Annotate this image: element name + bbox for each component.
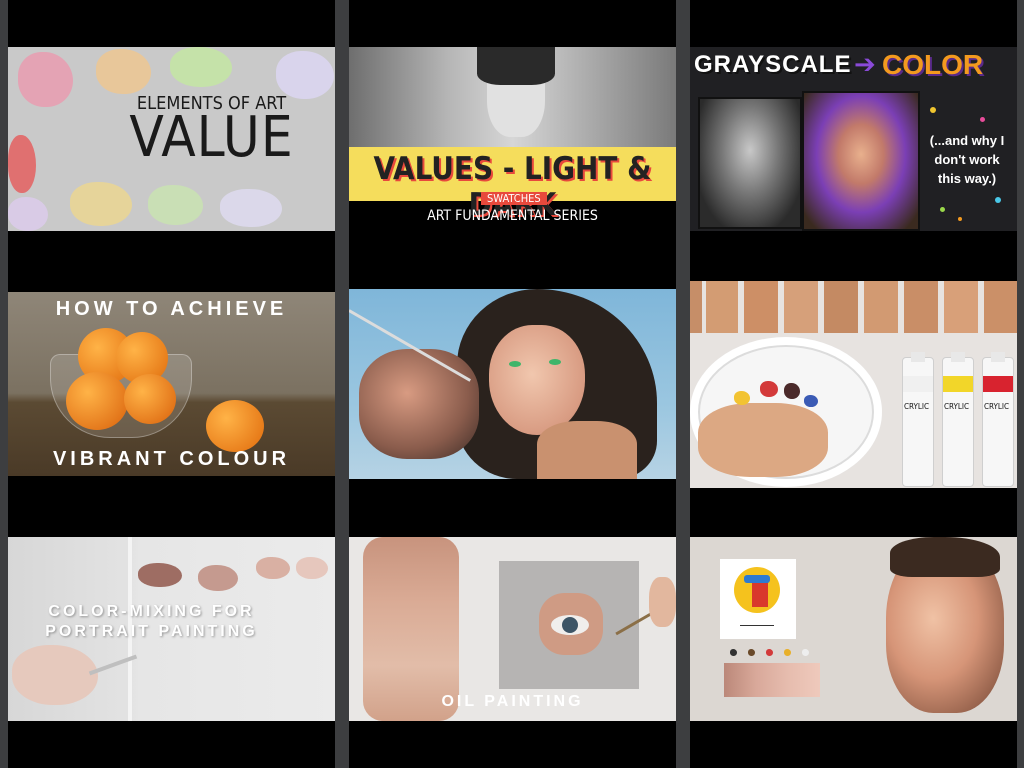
logo-figure <box>752 581 768 607</box>
mixed-swatches <box>724 663 820 697</box>
thumbnail-archer-illustration[interactable] <box>349 289 676 479</box>
hand <box>359 349 479 459</box>
thumbnail-portrait-man[interactable] <box>690 537 1017 721</box>
tube-band <box>983 376 1013 392</box>
paint-daub <box>8 135 36 193</box>
iris <box>562 617 578 633</box>
paint-swatch <box>138 563 182 587</box>
palette-edge <box>128 537 132 721</box>
paint-daub <box>96 49 151 94</box>
skin-swatch <box>904 281 938 333</box>
thumbnail-title-small: ELEMENTS OF ART <box>136 93 287 114</box>
skin-swatch <box>690 281 702 333</box>
thumbnail-color-mixing-portrait[interactable]: COLOR-MIXING FOR PORTRAIT PAINTING <box>8 537 335 721</box>
tube-cap <box>911 352 925 362</box>
confetti <box>940 207 945 212</box>
painted-hair <box>890 537 1000 577</box>
tube-band <box>903 376 933 392</box>
paint-daub <box>70 182 132 226</box>
logo-hat <box>744 575 770 583</box>
swatches-badge: SWATCHES <box>481 192 547 205</box>
color-portrait <box>802 91 920 231</box>
thumbnail-subtitle: ART FUNDAMENTAL SERIES <box>427 208 598 224</box>
tube-cap <box>951 352 965 362</box>
tube-label: CRYLIC <box>904 402 930 411</box>
thumbnail-title-top: HOW TO ACHIEVE <box>55 298 288 320</box>
signature-mark <box>740 621 774 626</box>
paint-strip <box>363 537 459 721</box>
paint-dab <box>766 649 773 656</box>
tube-band <box>943 376 973 392</box>
thumbnail-elements-of-art-value[interactable]: ELEMENTS OF ART VALUE <box>8 47 335 231</box>
thumbnail-title-color: COLOR <box>882 49 984 80</box>
thumbnail-title-grayscale: GRAYSCALE <box>694 51 852 78</box>
confetti <box>930 107 936 113</box>
thumbnail-title-line1: COLOR-MIXING FOR <box>48 603 255 620</box>
paint-dab <box>802 649 809 656</box>
arrow-icon: ➔ <box>854 49 876 79</box>
portrait-hair <box>477 47 555 85</box>
tube-label: CRYLIC <box>984 402 1010 411</box>
thumbnail-grayscale-color[interactable]: GRAYSCALE ➔ COLOR (...and why I don't wo… <box>690 47 1017 231</box>
thumbnail-values-light-dark[interactable]: VALUES - LIGHT & DARK SWATCHES ART FUNDA… <box>349 47 676 231</box>
thumbnail-oil-painting-eye[interactable]: OIL PAINTING <box>349 537 676 721</box>
skin-swatch <box>706 281 738 333</box>
skin-swatch <box>784 281 818 333</box>
thumbnail-vibrant-colour[interactable]: HOW TO ACHIEVE VIBRANT COLOUR <box>8 292 335 476</box>
paint-dab <box>748 649 755 656</box>
skin-swatch <box>864 281 898 333</box>
paint-daub <box>170 47 232 87</box>
paint-dab <box>730 649 737 656</box>
paint-dab <box>804 395 818 407</box>
paint-tube-white: CRYLIC <box>902 352 934 487</box>
orange-fruit <box>206 400 264 452</box>
eye <box>549 359 561 365</box>
skin-swatch <box>744 281 778 333</box>
thumbnail-acrylic-palette[interactable]: CRYLIC CRYLIC CRYLIC <box>690 281 1017 488</box>
paint-swatch <box>296 557 328 579</box>
confetti <box>980 117 985 122</box>
paint-dab <box>784 649 791 656</box>
paint-tube-red: CRYLIC <box>982 352 1014 487</box>
tube-label: CRYLIC <box>944 402 970 411</box>
mixed-paint <box>698 403 828 477</box>
paint-daub <box>18 52 73 107</box>
thumbnail-title-large: VALUE <box>129 105 294 170</box>
paint-dab <box>760 381 778 397</box>
paint-daub <box>276 51 334 99</box>
skin-swatch <box>824 281 858 333</box>
skin-swatch <box>984 281 1017 333</box>
thumbnail-title-bottom: VIBRANT COLOUR <box>52 448 291 470</box>
face <box>489 325 585 435</box>
grayscale-portrait <box>698 97 802 229</box>
skin-swatch <box>944 281 978 333</box>
orange-fruit <box>66 372 128 430</box>
paint-dab <box>734 391 750 405</box>
confetti <box>958 217 962 221</box>
thumbnail-caption: OIL PAINTING <box>441 693 584 710</box>
thumbnail-title-line2: PORTRAIT PAINTING <box>45 623 258 640</box>
orange-fruit <box>124 374 176 424</box>
logo-card <box>720 559 796 639</box>
aside-text: (...and why I don't work this way.) <box>929 133 1005 186</box>
paint-tube-yellow: CRYLIC <box>942 352 974 487</box>
paint-dab <box>784 383 800 399</box>
confetti <box>995 197 1001 203</box>
hand <box>649 577 676 627</box>
shoulder <box>537 421 637 479</box>
tube-cap <box>991 352 1005 362</box>
eye <box>509 361 521 367</box>
paint-swatch <box>12 645 98 705</box>
paint-swatch <box>256 557 290 579</box>
paint-swatch <box>198 565 238 591</box>
paint-daub <box>220 189 282 227</box>
paint-daub <box>148 185 203 225</box>
paint-daub <box>8 197 48 231</box>
